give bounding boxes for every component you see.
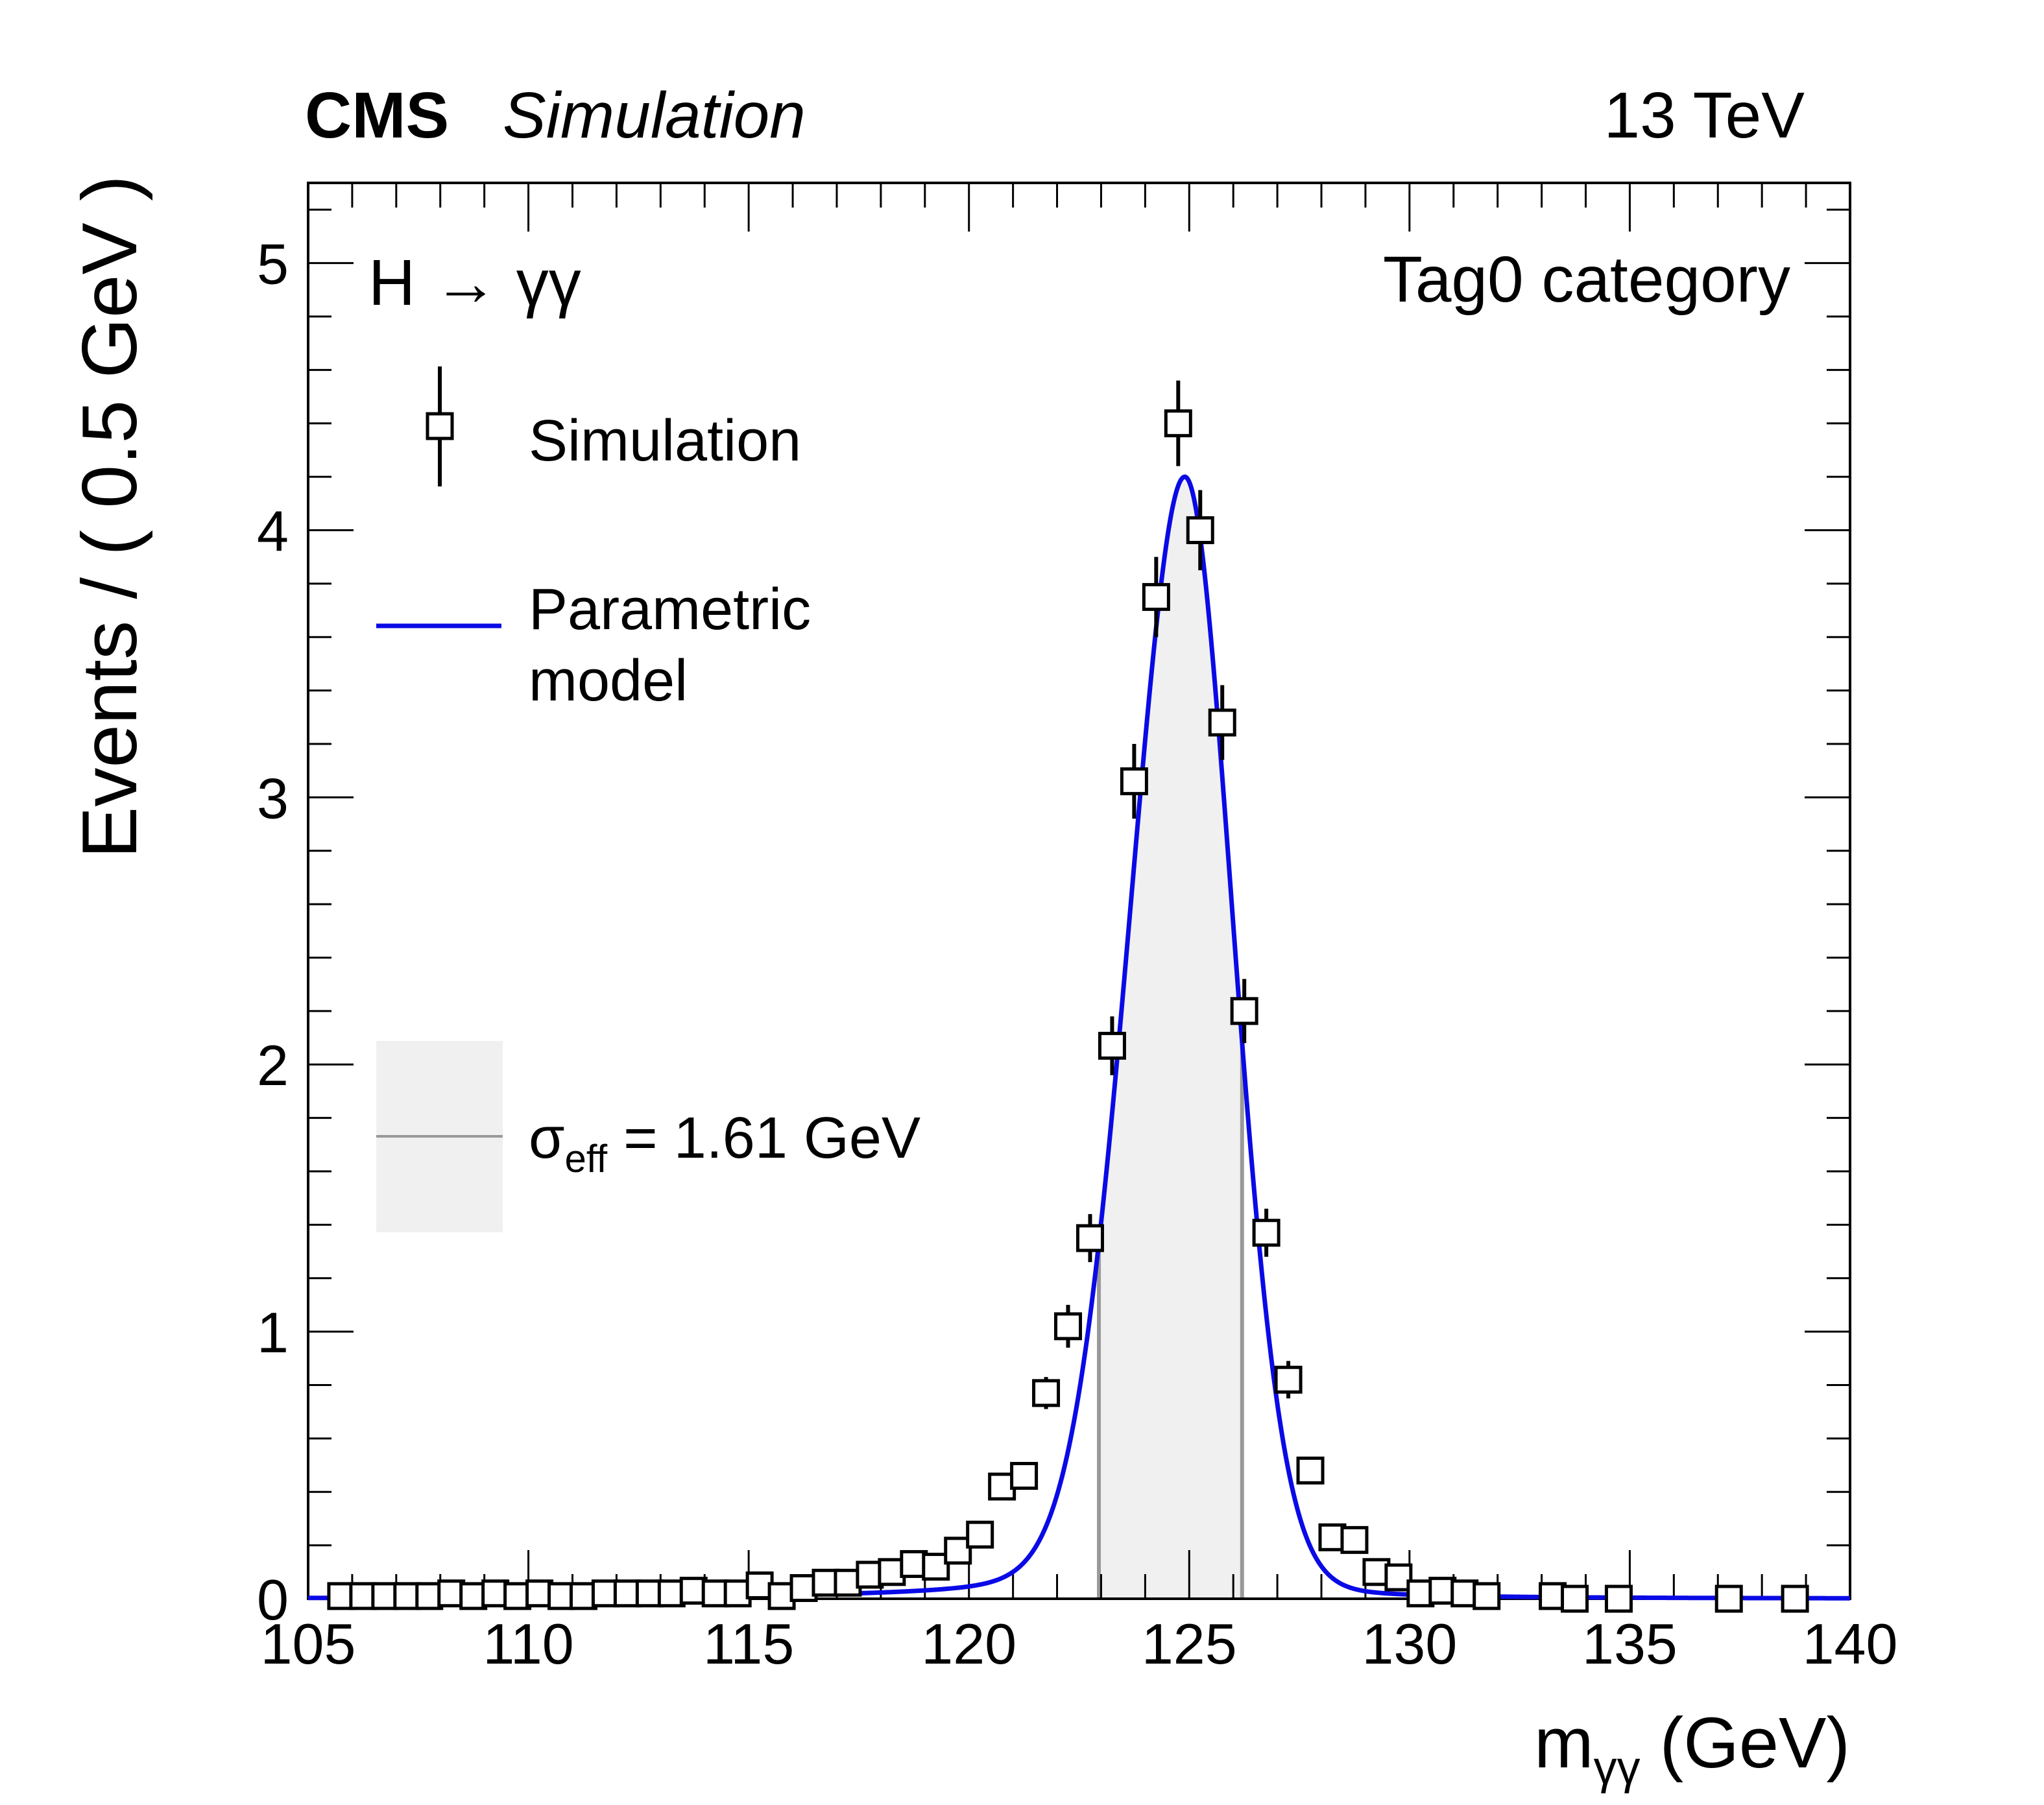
legend-model-label-line1: Parametric — [529, 577, 811, 642]
data-point — [1296, 1456, 1325, 1485]
y-tick-label: 3 — [257, 766, 289, 830]
legend: Simulation Parametric model σeff = 1.61 G… — [376, 366, 920, 1232]
data-point-marker — [1340, 1525, 1369, 1554]
data-point — [1164, 380, 1192, 466]
sigma-eff-band-fill — [1099, 477, 1242, 1599]
data-point — [1604, 1584, 1633, 1613]
tick-labels: 105 110 115 120 125 130 135 140 0 1 2 3 4 5 — [257, 232, 1897, 1676]
data-point-marker — [966, 1520, 994, 1549]
sigma-eff-band-region — [1097, 477, 1244, 1599]
data-point — [1098, 1016, 1126, 1075]
legend-sigma-value: = 1.61 GeV — [623, 1106, 920, 1171]
y-tick-label: 5 — [257, 232, 289, 296]
legend-simulation-label: Simulation — [529, 409, 801, 473]
data-point — [1561, 1584, 1589, 1613]
x-axis-title: mγγ (GeV) — [1534, 1703, 1850, 1794]
x-axis-title-main: m — [1534, 1703, 1594, 1783]
data-point-marker — [1561, 1584, 1589, 1613]
data-point — [1208, 685, 1236, 760]
energy-label: 13 TeV — [1604, 79, 1805, 152]
data-point-marker — [1054, 1312, 1083, 1341]
data-point-marker — [1473, 1582, 1501, 1610]
plot-frame — [307, 182, 1851, 1600]
x-tick-label: 125 — [1142, 1612, 1237, 1676]
data-point — [1120, 743, 1148, 819]
x-tick-label: 115 — [703, 1612, 794, 1676]
axes — [307, 182, 1851, 1600]
y-tick-label: 0 — [257, 1568, 289, 1632]
data-point — [1230, 979, 1258, 1044]
x-axis-title-unit: (GeV) — [1660, 1703, 1850, 1783]
y-tick-label: 2 — [257, 1033, 289, 1097]
x-axis-title-subscript: γγ — [1594, 1742, 1641, 1794]
data-point-marker — [1781, 1584, 1809, 1613]
data-point-marker — [1098, 1031, 1126, 1060]
data-point — [1473, 1582, 1501, 1610]
x-tick-label: 135 — [1582, 1612, 1677, 1676]
data-point-marker — [1230, 997, 1258, 1025]
data-point-marker — [1186, 516, 1214, 544]
y-tick-label: 4 — [257, 499, 289, 563]
data-point — [1076, 1213, 1104, 1263]
data-point — [966, 1520, 994, 1549]
data-point — [1340, 1525, 1369, 1554]
x-tick-label: 110 — [483, 1612, 573, 1676]
x-tick-label: 120 — [921, 1612, 1016, 1676]
data-point — [1186, 490, 1214, 571]
data-point-marker — [1274, 1365, 1303, 1394]
data-point-marker — [1208, 708, 1236, 737]
data-point-marker — [1604, 1584, 1633, 1613]
process-label: H → γγ — [368, 246, 581, 319]
simulation-header-label: Simulation — [503, 79, 806, 152]
data-point-marker — [1164, 409, 1192, 438]
data-point — [1010, 1462, 1039, 1490]
data-point-marker — [1252, 1219, 1281, 1247]
x-tick-label: 130 — [1362, 1612, 1457, 1676]
simulation-points — [327, 380, 1809, 1613]
data-point-marker — [1032, 1379, 1061, 1407]
data-point — [1142, 556, 1170, 638]
data-point — [1032, 1377, 1061, 1409]
experiment-label: CMS — [305, 79, 449, 152]
legend-sigma-subscript: eff — [565, 1137, 608, 1180]
data-point — [1252, 1208, 1281, 1257]
data-point-marker — [1010, 1462, 1039, 1490]
x-tick-label: 140 — [1803, 1612, 1898, 1676]
data-point-marker — [1296, 1456, 1325, 1485]
legend-sigma-symbol: σ — [529, 1106, 565, 1171]
legend-simulation-marker — [426, 412, 454, 440]
x-tick-label: 105 — [261, 1612, 356, 1676]
data-point-marker — [1076, 1224, 1104, 1252]
data-point — [1781, 1584, 1809, 1613]
data-point — [1714, 1584, 1743, 1613]
data-point — [1274, 1361, 1303, 1399]
data-point — [1054, 1304, 1083, 1348]
legend-sigma-label: σeff = 1.61 GeV — [529, 1106, 920, 1180]
y-axis-title: Events / ( 0.5 GeV ) — [66, 175, 153, 859]
data-point-marker — [1142, 582, 1170, 611]
y-tick-label: 1 — [257, 1300, 289, 1365]
legend-model-label-line2: model — [529, 649, 688, 713]
category-label: Tag0 category — [1383, 243, 1790, 316]
data-point-marker — [1120, 767, 1148, 796]
data-point-marker — [1714, 1584, 1743, 1613]
